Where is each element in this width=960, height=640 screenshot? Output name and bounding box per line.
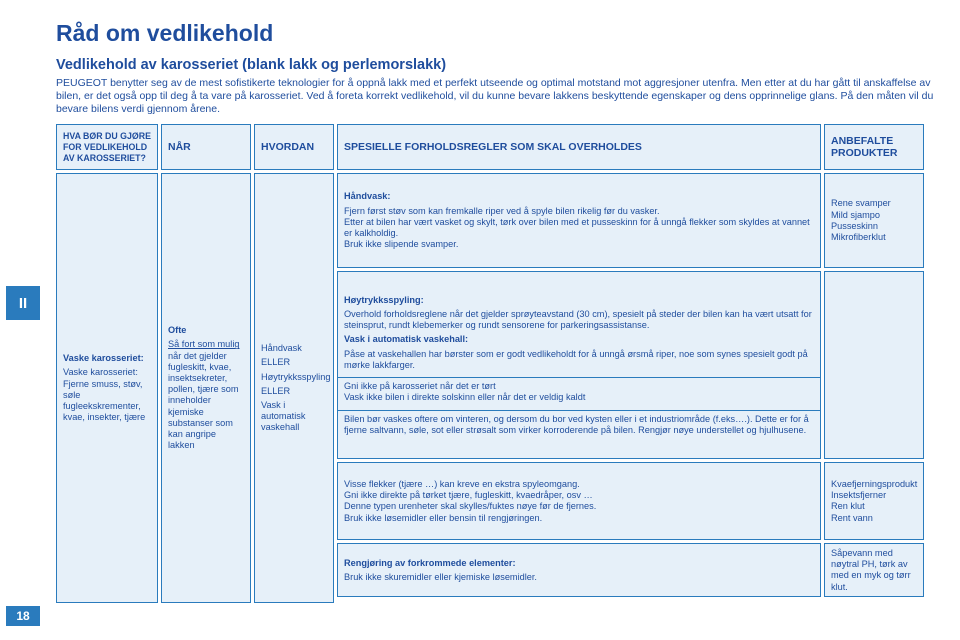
when-rest: når det gjelder fugleskitt, kvae, insekt… — [168, 351, 238, 451]
rules-b-body4: Bilen bør vaskes oftere om vinteren, og … — [344, 414, 814, 436]
rules-divider-1 — [338, 377, 820, 378]
rules-b-title1: Høytrykksspyling: — [344, 295, 424, 305]
maintenance-table: HVA BØR DU GJØRE FOR VEDLIKEHOLD AV KARO… — [56, 124, 926, 603]
intro-paragraph: PEUGEOT benytter seg av de mest sofistik… — [56, 77, 934, 116]
products-a: Rene svamper Mild sjampo Pusseskinn Mikr… — [824, 173, 924, 268]
how-4: ELLER — [261, 386, 327, 397]
what-text: Vaske karosseriet: Fjerne smuss, støv, s… — [63, 367, 151, 423]
rules-d-body: Bruk ikke skuremidler eller kjemiske løs… — [344, 572, 814, 583]
rules-b-body2: Påse at vaskehallen har børster som er g… — [344, 349, 814, 371]
col-when: NÅR Ofte Så fort som mulig når det gjeld… — [161, 124, 251, 603]
rules-pressure-auto: Høytrykksspyling: Overhold forholdsregle… — [337, 271, 821, 459]
col-how: HVORDAN Håndvask ELLER Høytrykksspyling … — [254, 124, 334, 603]
rules-a-body: Fjern først støv som kan fremkalle riper… — [344, 206, 814, 251]
rules-b-body1: Overhold forholdsreglene når det gjelder… — [344, 309, 814, 331]
page-content: Råd om vedlikehold Vedlikehold av kaross… — [0, 0, 960, 640]
products-b — [824, 271, 924, 459]
header-products: ANBEFALTE PRODUKTER — [824, 124, 924, 170]
page-title: Råd om vedlikehold — [56, 20, 934, 47]
header-how: HVORDAN — [254, 124, 334, 170]
rules-stains: Visse flekker (tjære …) kan kreve en eks… — [337, 462, 821, 540]
col-products: ANBEFALTE PRODUKTER Rene svamper Mild sj… — [824, 124, 924, 603]
rules-handwash: Håndvask: Fjern først støv som kan fremk… — [337, 173, 821, 268]
rules-b-title2: Vask i automatisk vaskehall: — [344, 334, 468, 344]
products-c: Kvaefjerningsprodukt Insektsfjerner Ren … — [824, 462, 924, 540]
rules-d-title: Rengjøring av forkrommede elementer: — [344, 558, 516, 568]
rules-b-body3: Gni ikke på karosseriet når det er tørt … — [344, 381, 814, 403]
rules-a-title: Håndvask: — [344, 191, 390, 201]
cell-what-body: Vaske karosseriet: Vaske karosseriet: Fj… — [56, 173, 158, 603]
rules-divider-2 — [338, 410, 820, 411]
products-d: Såpevann med nøytral PH, tørk av med en … — [824, 543, 924, 597]
how-3: Høytrykksspyling — [261, 372, 327, 383]
cell-when-body: Ofte Så fort som mulig når det gjelder f… — [161, 173, 251, 603]
how-5: Vask i automatisk vaskehall — [261, 400, 327, 434]
what-title: Vaske karosseriet: — [63, 353, 144, 363]
col-rules: SPESIELLE FORHOLDSREGLER SOM SKAL OVERHO… — [337, 124, 821, 603]
header-rules: SPESIELLE FORHOLDSREGLER SOM SKAL OVERHO… — [337, 124, 821, 170]
how-2: ELLER — [261, 357, 327, 368]
rules-chrome: Rengjøring av forkrommede elementer: Bru… — [337, 543, 821, 597]
header-when: NÅR — [161, 124, 251, 170]
cell-how-body: Håndvask ELLER Høytrykksspyling ELLER Va… — [254, 173, 334, 603]
page-subtitle: Vedlikehold av karosseriet (blank lakk o… — [56, 57, 934, 73]
header-what: HVA BØR DU GJØRE FOR VEDLIKEHOLD AV KARO… — [56, 124, 158, 170]
when-asap: Så fort som mulig — [168, 339, 239, 349]
how-1: Håndvask — [261, 343, 327, 354]
when-often: Ofte — [168, 325, 186, 335]
col-what: HVA BØR DU GJØRE FOR VEDLIKEHOLD AV KARO… — [56, 124, 158, 603]
